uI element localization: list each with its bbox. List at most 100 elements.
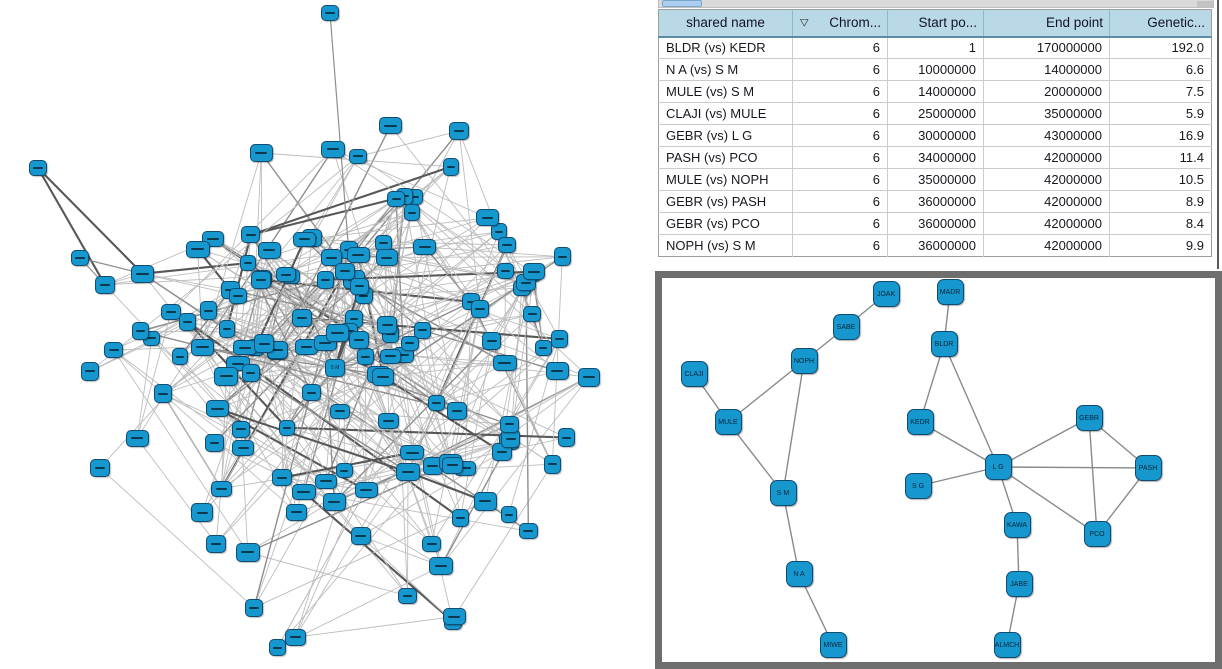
table-cell[interactable]: 6 [792,80,888,103]
network-node[interactable] [268,638,287,657]
network-node[interactable] [442,607,466,626]
network-node-madr[interactable]: MADR [936,279,964,305]
network-node[interactable] [413,321,432,339]
network-node-pash[interactable]: PASH [1134,455,1162,481]
table-cell[interactable]: MULE (vs) S M [658,80,793,103]
network-node[interactable] [244,598,264,617]
network-node-almch[interactable]: ALMCH [993,632,1021,658]
network-node[interactable] [253,334,275,354]
table-cell[interactable]: 42000000 [983,146,1110,169]
filter-icon[interactable]: ▽ [800,17,809,29]
big-network-view[interactable]: S M [0,0,655,669]
table-cell[interactable]: 10000000 [887,58,984,81]
network-node[interactable] [325,323,350,343]
network-node[interactable] [473,491,497,511]
network-node[interactable] [449,121,469,141]
network-node-miwe[interactable]: MIWE [819,632,847,658]
table-cell[interactable]: CLAJI (vs) MULE [658,102,793,125]
network-node[interactable] [441,456,463,474]
network-node[interactable] [172,348,189,366]
network-node[interactable] [200,301,218,321]
table-cell[interactable]: PASH (vs) PCO [658,146,793,169]
network-node[interactable] [321,140,345,158]
network-node[interactable] [400,335,419,351]
network-node[interactable] [377,316,398,335]
network-node[interactable] [241,364,260,382]
network-node[interactable] [322,492,346,512]
table-cell[interactable]: 6 [792,234,888,257]
table-cell[interactable]: 42000000 [983,212,1110,235]
network-node[interactable] [534,339,552,357]
network-node[interactable] [518,523,539,539]
network-node[interactable]: S M [325,359,345,377]
network-node[interactable] [350,277,369,296]
network-node[interactable] [320,248,343,267]
table-row[interactable]: PASH (vs) PCO 6 34000000 42000000 11.4 [658,146,1212,169]
table-row[interactable]: MULE (vs) NOPH 6 35000000 42000000 10.5 [658,168,1212,191]
network-node[interactable] [125,430,149,447]
table-cell[interactable]: 6 [792,212,888,235]
network-node[interactable] [375,248,398,267]
network-node[interactable] [71,250,89,266]
table-cell[interactable]: 6 [792,146,888,169]
network-node[interactable] [471,299,490,318]
small-network-view[interactable]: JOAK MADR SABE BLDR NOPH CLAJI MULE KEDR GEBR L G… [662,278,1215,662]
network-node[interactable] [190,338,215,357]
table-cell[interactable]: 6 [792,102,888,125]
network-node[interactable] [452,509,469,528]
table-row[interactable]: N A (vs) S M 6 10000000 14000000 6.6 [658,58,1212,81]
network-node-bldr[interactable]: BLDR [930,331,958,357]
network-node[interactable] [241,226,261,244]
table-cell[interactable]: 6 [792,36,888,59]
table-row[interactable]: BLDR (vs) KEDR 6 1 170000000 192.0 [658,36,1212,59]
network-node[interactable] [447,401,468,421]
table-cell[interactable]: 5.9 [1109,102,1212,125]
network-node[interactable] [377,412,400,430]
table-cell[interactable]: 36000000 [887,190,984,213]
network-edge-sm-na[interactable] [782,492,800,575]
network-node[interactable] [379,348,402,365]
table-row[interactable]: GEBR (vs) PCO 6 36000000 42000000 8.4 [658,212,1212,235]
network-node[interactable] [291,484,316,500]
network-node[interactable] [285,503,308,521]
table-cell[interactable]: 6 [792,58,888,81]
table-row[interactable]: MULE (vs) S M 6 14000000 20000000 7.5 [658,80,1212,103]
network-node-joak[interactable]: JOAK [872,281,900,307]
table-cell[interactable]: 36000000 [887,212,984,235]
network-node[interactable] [500,415,519,434]
network-node[interactable] [218,319,236,338]
network-node[interactable] [492,355,517,371]
network-node[interactable] [185,240,210,258]
network-node[interactable] [104,342,124,359]
table-cell[interactable]: 16.9 [1109,124,1212,147]
network-node[interactable] [302,383,321,402]
network-node[interactable] [356,348,374,365]
network-node[interactable] [239,254,257,272]
network-node[interactable] [132,322,149,340]
network-node[interactable] [403,203,420,222]
network-node[interactable] [398,587,417,604]
network-node-sabe[interactable]: SABE [832,314,860,340]
network-node[interactable] [347,246,370,263]
network-node[interactable] [335,262,355,280]
network-edge-lg-pco[interactable] [997,466,1098,535]
network-edge-lg-pash[interactable] [997,466,1149,469]
table-cell[interactable]: 20000000 [983,80,1110,103]
network-node[interactable] [329,403,351,420]
table-cell[interactable]: 30000000 [887,124,984,147]
network-node-na[interactable]: N A [785,561,813,587]
network-node[interactable] [545,362,569,380]
network-node[interactable] [293,231,316,248]
network-node[interactable] [551,329,568,349]
table-cell[interactable]: 6 [792,124,888,147]
table-cell[interactable]: NOPH (vs) S M [658,234,793,257]
network-node[interactable] [257,241,281,259]
column-header-endpoint[interactable]: End point [983,9,1110,38]
network-node-mule[interactable]: MULE [714,409,742,435]
network-node[interactable] [378,117,403,135]
network-node[interactable] [191,503,213,522]
column-header-sharedname[interactable]: shared name [658,9,793,38]
network-node[interactable] [523,306,542,323]
network-node[interactable] [421,536,442,552]
network-node[interactable] [498,237,517,253]
